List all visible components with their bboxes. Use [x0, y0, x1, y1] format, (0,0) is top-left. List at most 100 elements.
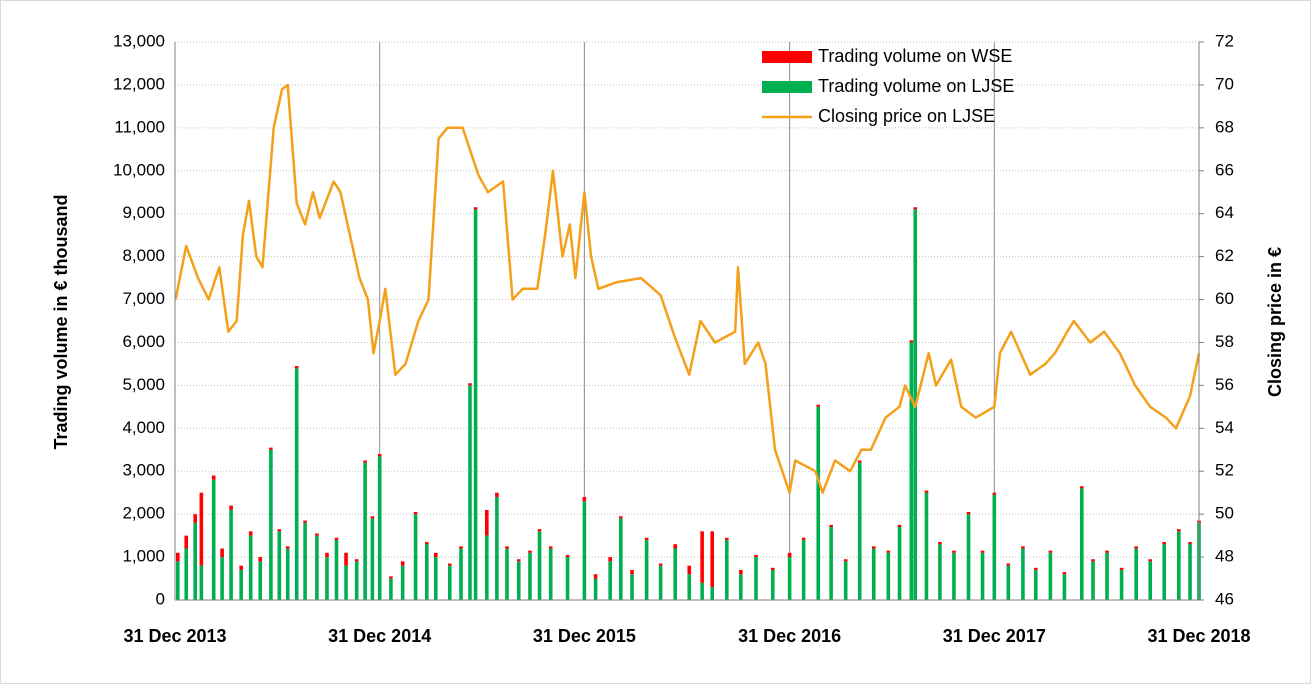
bar [334, 539, 339, 600]
bar [537, 531, 542, 600]
bar [924, 490, 929, 493]
bar [1134, 548, 1138, 600]
bar [229, 505, 233, 510]
bar [516, 561, 521, 600]
bar [1062, 574, 1067, 600]
bar [484, 535, 489, 600]
bar [528, 552, 532, 600]
bar [897, 527, 902, 600]
bar [484, 509, 489, 536]
y2-tick-label: 46 [1215, 589, 1234, 608]
bar [277, 529, 282, 532]
bar [966, 512, 971, 515]
bar [400, 565, 405, 600]
bar [619, 516, 623, 519]
bar [285, 548, 290, 600]
bar [239, 569, 243, 600]
bar [269, 447, 273, 450]
bar [176, 552, 180, 562]
bar [1188, 542, 1192, 545]
bar [389, 576, 393, 579]
bar [857, 462, 862, 600]
bar [608, 561, 612, 600]
bar [687, 565, 692, 575]
y2-tick-label: 54 [1215, 418, 1234, 437]
y-tick-label: 6,000 [122, 332, 165, 351]
y-tick-label: 12,000 [113, 74, 165, 93]
bar [354, 561, 359, 600]
bar [363, 460, 367, 463]
legend-swatch [762, 81, 812, 93]
y-tick-label: 10,000 [113, 160, 165, 179]
bar [801, 539, 806, 600]
bar [871, 546, 876, 549]
bar [548, 548, 553, 600]
bar [992, 492, 997, 495]
bar [725, 537, 729, 540]
bar [816, 406, 821, 600]
bar [473, 207, 478, 210]
bar [938, 542, 942, 545]
bar [199, 492, 204, 566]
bar [1034, 569, 1038, 600]
bar [344, 552, 348, 566]
bar [1079, 486, 1084, 489]
bar [315, 535, 319, 600]
bar [739, 574, 743, 600]
bar [992, 494, 997, 600]
bar [897, 524, 902, 528]
bar [258, 557, 263, 562]
bar [938, 544, 942, 600]
bar [325, 557, 329, 600]
bar [1134, 546, 1138, 549]
bar [363, 462, 367, 600]
bar [980, 550, 985, 553]
bar [1162, 542, 1167, 545]
bar [1048, 550, 1053, 553]
bar [801, 537, 806, 540]
bar [184, 535, 189, 549]
x-tick-label: 31 Dec 2014 [328, 626, 431, 646]
bar [630, 569, 634, 575]
bar [433, 552, 438, 558]
bar [193, 514, 197, 523]
bar [537, 529, 542, 532]
bar [582, 501, 587, 600]
bar [1188, 544, 1192, 600]
bar [644, 539, 649, 600]
bar [771, 569, 775, 600]
bar [952, 550, 956, 553]
bar [816, 404, 821, 407]
bar [619, 518, 623, 600]
bar [1105, 550, 1109, 553]
bar [548, 546, 553, 549]
bar [258, 561, 263, 600]
bar [468, 385, 472, 600]
bar [505, 548, 509, 600]
bar [516, 559, 521, 562]
y-tick-label: 3,000 [122, 461, 165, 480]
bar [1148, 561, 1153, 600]
y-tick-label: 2,000 [122, 504, 165, 523]
y2-tick-label: 60 [1215, 289, 1234, 308]
bar [1105, 552, 1109, 600]
bar [582, 496, 587, 502]
bar [966, 514, 971, 600]
bar [413, 514, 418, 600]
bar [344, 565, 348, 600]
y2-tick-label: 58 [1215, 332, 1234, 351]
bar [211, 479, 216, 600]
y-tick-label: 0 [156, 589, 165, 608]
bar [220, 557, 224, 600]
bar [389, 578, 393, 600]
bar [248, 531, 253, 536]
bar [886, 550, 891, 553]
y2-tick-label: 66 [1215, 160, 1234, 179]
bar [1091, 561, 1095, 600]
y-tick-label: 9,000 [122, 203, 165, 222]
bar [565, 554, 570, 558]
y2-tick-label: 52 [1215, 461, 1234, 480]
bar [1119, 569, 1124, 600]
bar [1079, 488, 1084, 600]
y2-tick-label: 62 [1215, 246, 1234, 265]
